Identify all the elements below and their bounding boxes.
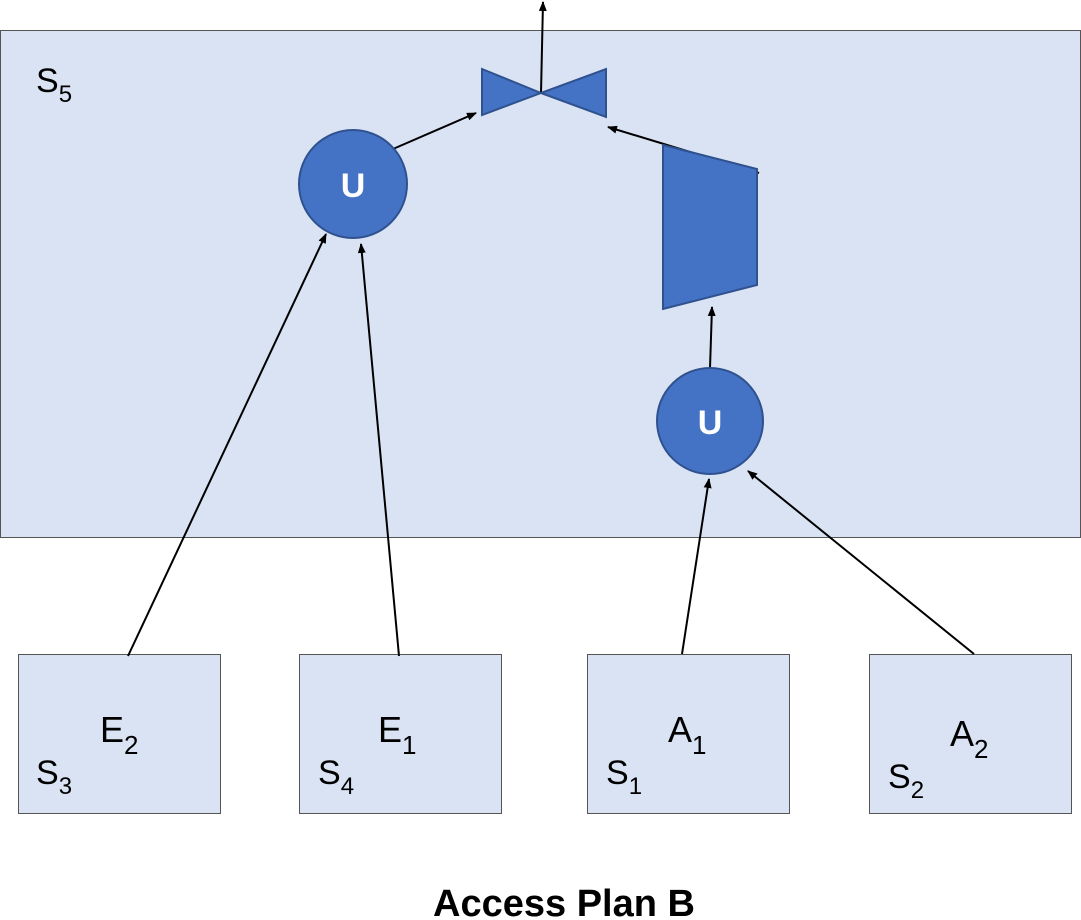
join-operator-icon (481, 67, 607, 119)
source-name-a2: A2 (950, 713, 988, 764)
source-box-a1 (587, 654, 790, 814)
union-label-bottom: U (698, 404, 723, 442)
union-label-top: U (341, 167, 366, 205)
edge-union-to-projection (707, 306, 716, 369)
site-label-s4: S4 (318, 754, 354, 800)
site-region-label: S5 (36, 62, 72, 108)
source-box-e1 (299, 654, 502, 814)
site-label-s3: S3 (36, 754, 72, 800)
site-label-s2: S2 (888, 758, 924, 804)
source-box-e2 (18, 654, 221, 814)
site-region-s5 (0, 30, 1081, 538)
projection-operator-icon (662, 143, 758, 311)
site-label-s1: S1 (606, 754, 642, 800)
source-name-e2: E2 (100, 709, 138, 760)
diagram-title: Access Plan B (433, 883, 695, 920)
union-operator-top (298, 129, 408, 239)
source-box-a2 (869, 654, 1072, 814)
edge-a1-to-union (681, 478, 712, 655)
edge-join-to-output (538, 1, 547, 94)
source-name-e1: E1 (378, 709, 416, 760)
edge-e2-to-union (127, 233, 327, 657)
source-name-a1: A1 (668, 709, 706, 760)
union-operator-bottom (656, 367, 764, 475)
edge-e1-to-union (357, 243, 400, 657)
edge-a2-to-union (747, 470, 975, 655)
edge-union-to-join (392, 112, 477, 150)
